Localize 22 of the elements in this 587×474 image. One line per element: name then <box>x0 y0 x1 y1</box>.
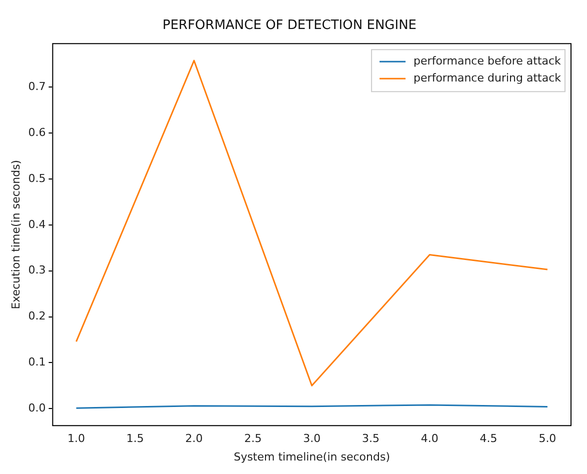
x-tick-label: 4.0 <box>420 432 438 446</box>
y-tick-label: 0.5 <box>28 172 46 185</box>
legend-label: performance before attack <box>414 54 562 68</box>
x-tick-label: 2.5 <box>244 432 262 446</box>
y-tick-label: 0.7 <box>28 80 46 94</box>
x-tick-label: 5.0 <box>538 432 556 446</box>
y-tick-label: 0.1 <box>28 356 46 369</box>
chart-title: PERFORMANCE OF DETECTION ENGINE <box>162 18 417 34</box>
y-tick-label: 0.0 <box>28 401 46 414</box>
legend-label: performance during attack <box>414 71 562 84</box>
x-tick-label: 3.5 <box>362 432 380 446</box>
y-axis-title: Execution time(in seconds) <box>9 160 22 310</box>
x-tick-label: 1.5 <box>126 432 144 446</box>
y-tick-label: 0.6 <box>28 126 46 139</box>
x-tick-label: 4.5 <box>480 432 498 446</box>
y-tick-label: 0.3 <box>28 264 46 277</box>
x-tick-label: 3.0 <box>303 432 321 446</box>
x-axis-title: System timeline(in seconds) <box>234 450 390 464</box>
y-tick-label: 0.2 <box>28 310 46 323</box>
y-tick-label: 0.4 <box>28 218 46 231</box>
x-tick-label: 1.0 <box>68 432 86 446</box>
x-tick-label: 2.0 <box>185 432 203 446</box>
